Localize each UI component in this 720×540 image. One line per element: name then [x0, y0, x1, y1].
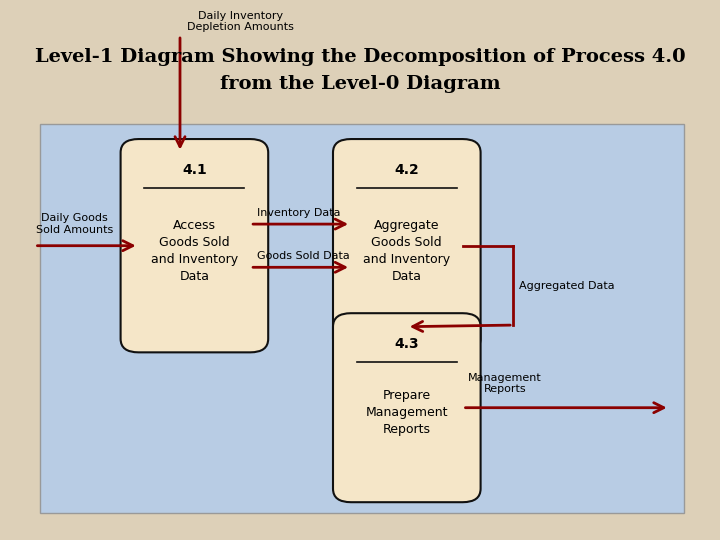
- Text: Management
Reports: Management Reports: [468, 373, 542, 394]
- Text: from the Level-0 Diagram: from the Level-0 Diagram: [220, 75, 500, 93]
- Text: 4.1: 4.1: [182, 163, 207, 177]
- FancyBboxPatch shape: [121, 139, 269, 352]
- Text: Daily Inventory
Depletion Amounts: Daily Inventory Depletion Amounts: [187, 11, 294, 32]
- Text: Level-1 Diagram Showing the Decomposition of Process 4.0: Level-1 Diagram Showing the Decompositio…: [35, 48, 685, 66]
- Text: Inventory Data: Inventory Data: [258, 207, 341, 218]
- Text: Prepare
Management
Reports: Prepare Management Reports: [366, 389, 448, 436]
- FancyBboxPatch shape: [333, 139, 481, 352]
- Text: Access
Goods Sold
and Inventory
Data: Access Goods Sold and Inventory Data: [150, 219, 238, 283]
- Text: 4.3: 4.3: [395, 338, 419, 351]
- Text: Daily Goods
Sold Amounts: Daily Goods Sold Amounts: [36, 213, 113, 235]
- Text: Aggregate
Goods Sold
and Inventory
Data: Aggregate Goods Sold and Inventory Data: [363, 219, 451, 283]
- Text: Goods Sold Data: Goods Sold Data: [258, 251, 350, 261]
- Text: Aggregated Data: Aggregated Data: [518, 281, 614, 291]
- Text: 4.2: 4.2: [395, 163, 419, 177]
- FancyBboxPatch shape: [333, 313, 481, 502]
